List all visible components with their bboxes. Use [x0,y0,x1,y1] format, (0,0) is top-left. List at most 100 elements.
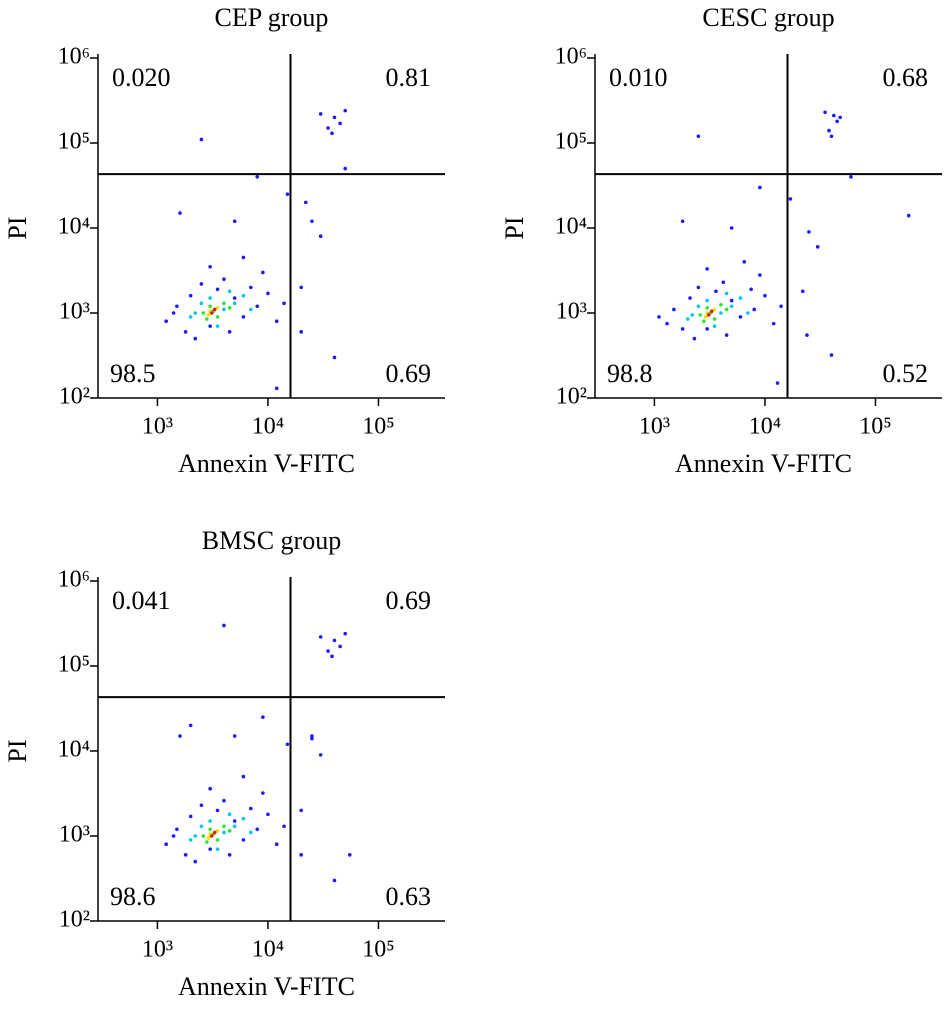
cell-point [205,317,209,321]
cell-point [829,134,834,139]
cell-point [215,829,220,833]
cell-point [746,311,750,315]
cell-point [299,285,304,290]
cell-point [249,285,253,290]
cell-point [222,623,226,628]
cell-point [343,631,347,636]
cell-point [688,296,692,300]
cell-point [665,321,669,326]
y-tick-label: 10³ [59,299,90,325]
cell-point [310,219,314,224]
cell-point [738,315,743,319]
cell-point [199,301,204,306]
cell-point [232,819,237,823]
cell-point [205,840,209,844]
cell-point [696,304,701,309]
cell-point [249,806,253,811]
cell-point [698,313,703,317]
cell-point [255,304,260,309]
cell-point [849,175,853,179]
cell-point [208,786,212,791]
cell-point [188,814,193,819]
cell-point [274,319,279,324]
cell-point [712,324,717,328]
cell-point [201,311,206,315]
cell-point [227,829,232,833]
cell-point [164,842,168,847]
chart-title: BMSC group [202,526,341,555]
cell-point [702,319,706,324]
cell-point [215,808,220,813]
cell-point [199,282,204,286]
cell-point [261,715,265,719]
x-tick-label: 10³ [142,414,173,440]
y-axis-label: PI [3,216,32,239]
cell-point [706,313,711,317]
x-tick-label: 10³ [639,414,670,440]
y-axis-label: PI [500,216,529,239]
x-tick-label: 10⁴ [749,414,781,440]
cell-point [758,185,762,190]
cell-point [835,119,839,124]
cell-point [800,289,805,294]
cell-point [215,306,220,310]
cell-point [178,211,182,215]
cell-point [719,302,723,307]
cell-point [729,226,734,230]
chart-title: CEP group [215,3,329,32]
quadrant-label: 0.81 [386,63,432,92]
cell-point [742,260,747,264]
cell-point [823,110,827,115]
cell-point [188,723,193,728]
cell-point [330,131,334,136]
cell-point [724,307,729,312]
cell-point [188,838,193,842]
cell-point [680,327,685,331]
x-tick-label: 10⁵ [362,414,394,440]
cell-point [343,166,347,171]
cell-point [261,791,265,795]
cell-point [696,134,701,139]
cell-point [712,307,717,312]
cell-point [285,742,290,747]
cell-point [714,289,718,294]
cell-point [215,847,220,851]
cell-point [222,301,226,306]
cell-point [171,834,176,838]
cell-point [749,287,753,292]
cell-point [241,255,246,260]
cell-point [318,635,323,639]
cell-point [199,803,204,808]
cell-point [326,126,330,130]
x-axis-label: Annexin V-FITC [675,449,852,478]
cell-point [215,315,220,319]
cell-point [222,307,226,312]
cell-point [249,830,253,835]
cell-point [332,115,337,120]
cell-point [193,336,198,341]
y-tick-label: 10⁵ [58,129,90,155]
cell-point [241,293,246,298]
cell-point [282,824,286,829]
cell-point [685,317,690,321]
cell-point [178,734,182,738]
cell-point [303,200,308,205]
cell-point [232,734,237,738]
cell-point [215,838,220,842]
cell-point [175,304,179,309]
x-tick-label: 10⁴ [252,414,284,440]
y-tick-label: 10³ [556,299,587,325]
cell-point [282,301,286,306]
cell-point [779,304,783,309]
cell-point [763,293,767,298]
x-tick-label: 10³ [142,937,173,963]
y-tick-label: 10³ [59,822,90,848]
cell-point [199,824,204,829]
cell-point [261,270,265,275]
quadrant-label: 98.5 [110,359,156,388]
cell-point [227,812,232,817]
cell-point [326,649,330,653]
chart-title: CESC group [702,3,834,32]
cell-point [175,827,179,832]
